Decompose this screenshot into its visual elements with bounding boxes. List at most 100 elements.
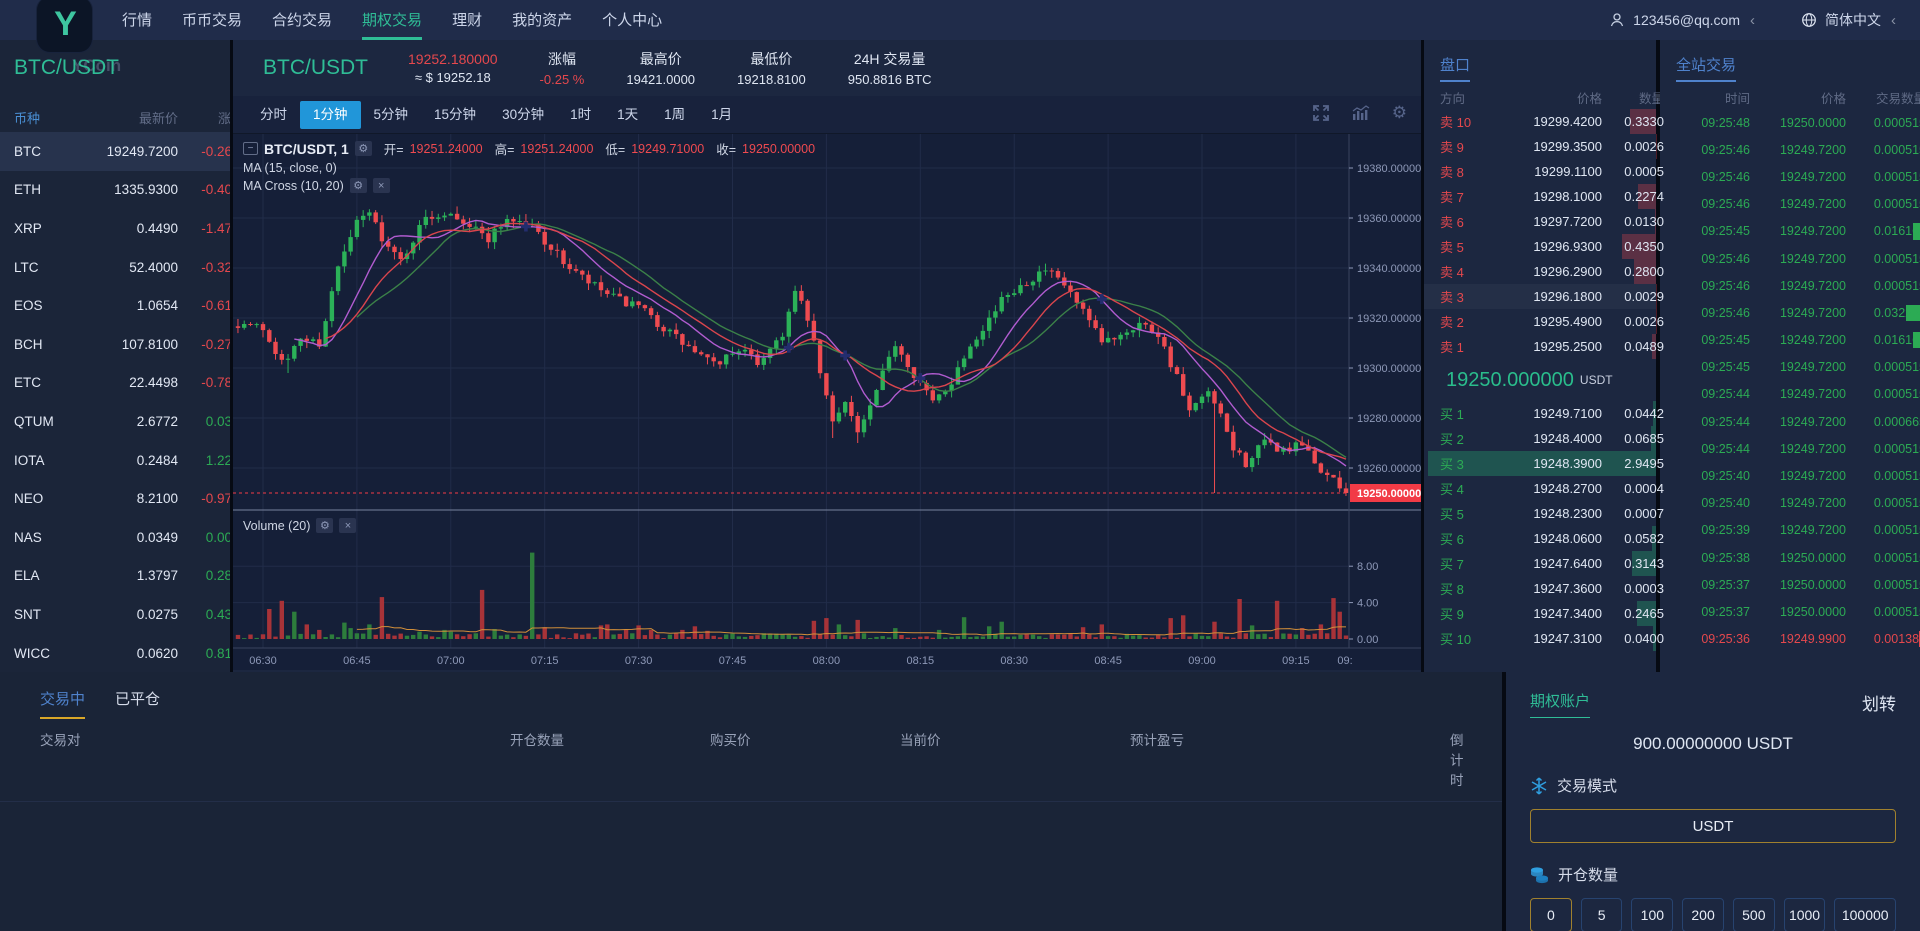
chart-style-icon[interactable] [1352,105,1370,121]
nav-item-5[interactable]: 我的资产 [512,12,573,29]
transfer-button[interactable]: 划转 [1862,695,1896,714]
coin-symbol: WICC [14,645,50,661]
amount-button-1000[interactable]: 1000 [1783,898,1826,931]
trade-qty: 0.016167 [1873,333,1920,348]
ask-row-卖 3[interactable]: 卖 3 19296.1800 0.0029 [1424,284,1664,309]
coin-price: 8.2100 [136,491,178,507]
coin-list-header: 币种 最新价 涨幅 [0,102,230,132]
positions-tabs: 交易中 已平仓 [0,672,1502,719]
volume-gear-icon[interactable]: ⚙ [316,518,334,533]
interval-5分钟[interactable]: 5分钟 [373,106,409,122]
interval-1分钟[interactable]: 1分钟 [300,100,361,129]
coin-row-XRP[interactable]: XRP 0.4490 -1.47% [0,209,230,248]
trade-price: 19250.0000 [1779,577,1846,592]
trade-mode-select[interactable]: USDT [1530,809,1896,843]
coin-row-ETH[interactable]: ETH 1335.9300 -0.40% [0,171,230,210]
nav-item-4[interactable]: 理财 [452,12,483,29]
nav-item-1[interactable]: 币币交易 [182,12,243,29]
interval-bar: 分时 1分钟 5分钟 15分钟 30分钟 1时 1天 1周 1月 ⚙ [233,96,1421,134]
ask-row-卖 2[interactable]: 卖 2 19295.4900 0.0026 [1424,309,1664,334]
amount-button-200[interactable]: 200 [1682,898,1724,931]
app-logo[interactable]: Y [37,0,92,52]
coin-row-BTC[interactable]: BTC 19249.7200 -0.26% [0,132,230,171]
coin-price: 1335.9300 [114,182,178,198]
settings-gear-icon[interactable]: ⚙ [1391,103,1407,122]
interval-15分钟[interactable]: 15分钟 [434,106,477,122]
coin-change: -0.27% [201,336,230,352]
ask-row-卖 5[interactable]: 卖 5 19296.9300 0.4350 [1424,234,1664,259]
amount-button-500[interactable]: 500 [1732,898,1775,931]
ob-price: 19296.2900 [1533,264,1602,279]
coin-row-LTC[interactable]: LTC 52.4000 -0.32% [0,248,230,287]
ma-cross-close-icon[interactable]: × [372,178,390,193]
coin-row-WICC[interactable]: WICC 0.0620 0.81% [0,634,230,672]
coin-row-NEO[interactable]: NEO 8.2100 -0.97% [0,479,230,518]
nav-item-3[interactable]: 期权交易 [362,0,423,40]
nav-item-0[interactable]: 行情 [122,12,153,29]
interval-1天[interactable]: 1天 [617,106,639,122]
coin-row-BCH[interactable]: BCH 107.8100 -0.27% [0,325,230,364]
svg-text:06:30: 06:30 [249,655,277,667]
amount-button-100000[interactable]: 100000 [1834,898,1896,931]
coin-row-IOTA[interactable]: IOTA 0.2484 1.22% [0,441,230,480]
interval-1时[interactable]: 1时 [570,106,592,122]
bid-row-买 2[interactable]: 买 2 19248.4000 0.0685 [1424,426,1664,451]
positions-tab-1[interactable]: 已平仓 [115,691,161,708]
bid-row-买 10[interactable]: 买 10 19247.3100 0.0400 [1424,626,1664,651]
bid-row-买 3[interactable]: 买 3 19248.3900 2.9495 [1424,451,1664,476]
bid-row-买 5[interactable]: 买 5 19248.2300 0.0007 [1424,501,1664,526]
coin-row-ELA[interactable]: ELA 1.3797 0.28% [0,557,230,596]
account-balance: 900.00000000 USDT [1633,734,1793,753]
user-menu-chevron[interactable]: ‹ [1750,11,1755,29]
legend-gear-icon[interactable]: ⚙ [354,141,372,156]
nav-item-2[interactable]: 合约交易 [272,12,333,29]
ask-row-卖 8[interactable]: 卖 8 19299.1100 0.0005 [1424,159,1664,184]
collapse-icon[interactable]: − [243,142,258,155]
ma-cross-gear-icon[interactable]: ⚙ [349,178,367,193]
ask-row-卖 4[interactable]: 卖 4 19296.2900 0.2800 [1424,259,1664,284]
interval-1月[interactable]: 1月 [711,106,733,122]
bid-row-买 9[interactable]: 买 9 19247.3400 0.2465 [1424,601,1664,626]
candlestick-chart[interactable]: 19380.00000 19360.00000 19340.00000 19320.0… [233,134,1421,670]
user-email[interactable]: 123456@qq.com [1633,12,1740,28]
coin-price: 0.0349 [136,529,178,545]
ask-row-卖 1[interactable]: 卖 1 19295.2500 0.0489 [1424,334,1664,359]
coin-row-QTUM[interactable]: QTUM 2.6772 0.03% [0,402,230,441]
coin-row-EOS[interactable]: EOS 1.0654 -0.61% [0,286,230,325]
bid-row-买 7[interactable]: 买 7 19247.6400 0.3143 [1424,551,1664,576]
ob-side-label: 买 4 [1440,482,1464,497]
interval-1周[interactable]: 1周 [664,106,686,122]
logo-glyph: Y [54,5,77,43]
ob-qty: 0.2465 [1624,606,1664,621]
trade-price: 19249.7200 [1779,441,1846,456]
nav-item-6[interactable]: 个人中心 [602,12,663,29]
bid-row-买 4[interactable]: 买 4 19248.2700 0.0004 [1424,476,1664,501]
coin-row-SNT[interactable]: SNT 0.0275 0.43% [0,595,230,634]
ask-row-卖 9[interactable]: 卖 9 19299.3500 0.0026 [1424,134,1664,159]
ob-side-label: 买 3 [1440,457,1464,472]
positions-tab-0[interactable]: 交易中 [40,688,86,719]
language-chevron[interactable]: ‹ [1891,11,1896,29]
ohlc-high-label: 高= [494,143,515,157]
bid-row-买 1[interactable]: 买 1 19249.7100 0.0442 [1424,401,1664,426]
ask-row-卖 10[interactable]: 卖 10 19299.4200 0.3330 [1424,109,1664,134]
interval-分时[interactable]: 分时 [260,106,287,122]
tr-col-qty: 交易数量 [1875,92,1920,106]
volume-close-icon[interactable]: × [339,518,357,533]
ob-qty: 0.0026 [1624,139,1664,154]
ob-price: 19248.3900 [1533,456,1602,471]
ask-row-卖 6[interactable]: 卖 6 19297.7200 0.0130 [1424,209,1664,234]
amount-button-100[interactable]: 100 [1631,898,1674,931]
amount-button-0[interactable]: 0 [1530,898,1572,931]
amount-button-5[interactable]: 5 [1580,898,1623,931]
fullscreen-icon[interactable] [1312,104,1330,122]
bid-row-买 8[interactable]: 买 8 19247.3600 0.0003 [1424,576,1664,601]
ask-row-卖 7[interactable]: 卖 7 19298.1000 0.2274 [1424,184,1664,209]
language-selector[interactable]: 简体中文 [1825,12,1881,28]
coin-row-NAS[interactable]: NAS 0.0349 0.00% [0,518,230,557]
interval-30分钟[interactable]: 30分钟 [502,106,545,122]
trade-row: 09:25:45 19249.7200 0.016167 [1660,218,1920,245]
coin-row-ETC[interactable]: ETC 22.4498 -0.78% [0,364,230,403]
ob-qty: 0.3143 [1624,556,1664,571]
bid-row-买 6[interactable]: 买 6 19248.0600 0.0582 [1424,526,1664,551]
